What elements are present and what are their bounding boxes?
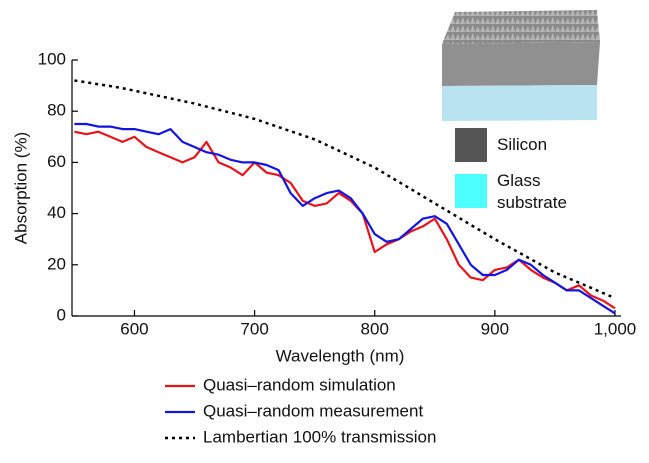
x-tick-label: 900	[481, 319, 509, 338]
series-line	[74, 130, 616, 310]
x-axis-label: Wavelength (nm)	[276, 346, 405, 365]
series-line	[74, 122, 616, 315]
x-tick-label: 1,000	[594, 319, 637, 338]
legend-label: Quasi–random measurement	[203, 401, 423, 420]
y-axis-label: Absorption (%)	[11, 132, 30, 244]
y-tick-label: 60	[47, 152, 66, 171]
x-tick-label: 700	[240, 319, 268, 338]
legend-label: Quasi–random simulation	[203, 375, 396, 394]
inset-label: Glass substrate	[497, 171, 567, 212]
legend-label: Lambertian 100% transmission	[203, 427, 436, 446]
series-line	[74, 79, 616, 300]
y-tick-label: 80	[47, 101, 66, 120]
y-tick-label: 40	[47, 203, 66, 222]
y-tick-label: 20	[47, 254, 66, 273]
inset-structure	[442, 10, 600, 121]
inset-label: Silicon	[497, 135, 548, 154]
x-tick-label: 600	[120, 319, 148, 338]
y-tick-label: 100	[38, 49, 66, 68]
x-tick-label: 800	[361, 319, 389, 338]
y-tick-label: 0	[57, 305, 66, 324]
inset-swatch	[455, 128, 487, 162]
inset-swatch	[455, 174, 487, 208]
